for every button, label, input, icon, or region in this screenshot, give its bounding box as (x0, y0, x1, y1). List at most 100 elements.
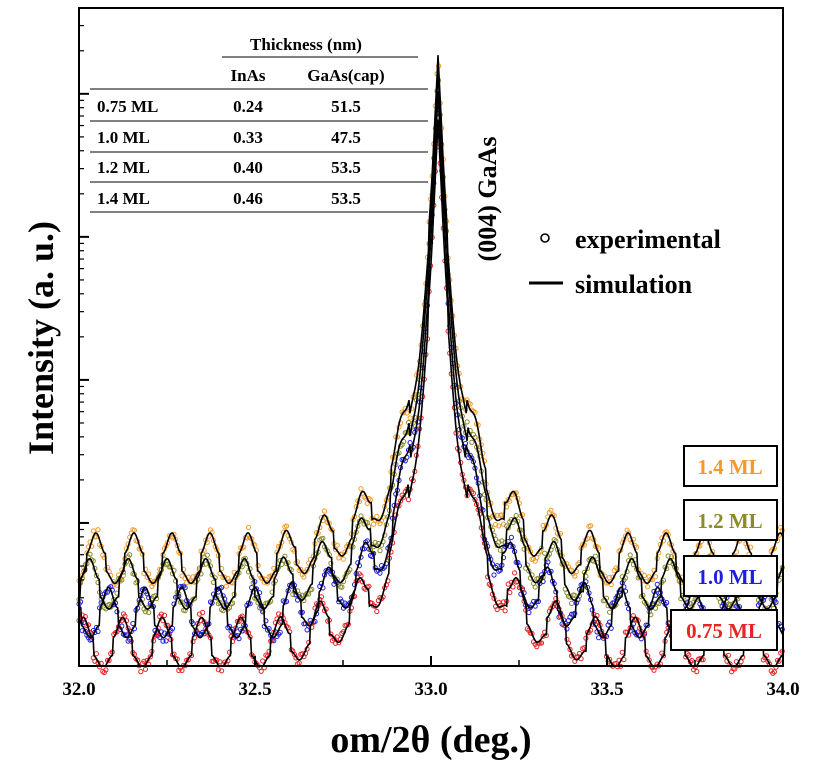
experimental-point (374, 513, 380, 520)
experimental-point (725, 652, 732, 658)
experimental-point (161, 612, 168, 619)
x-tick-label: 32.5 (238, 679, 271, 700)
experimental-point (217, 600, 223, 606)
experimental-point (147, 654, 153, 660)
table-row-label: 1.4 ML (97, 189, 150, 208)
experimental-point (497, 547, 503, 553)
series-label-boxes: 1.4 ML 1.2 ML 1.0 ML 0.75 ML (670, 445, 778, 651)
experimental-point (258, 668, 264, 674)
table-cell-inas: 0.24 (233, 97, 263, 116)
experimental-point (242, 555, 248, 562)
series-label-box (670, 609, 778, 651)
experimental-point (512, 570, 518, 576)
experimental-point (217, 659, 223, 665)
experimental-point (641, 572, 648, 579)
experimental-point (149, 583, 155, 590)
experimental-point (572, 592, 578, 599)
experimental-point (147, 577, 153, 584)
experimental-point (260, 658, 266, 664)
experimental-point (377, 548, 383, 554)
experimental-point (340, 556, 347, 562)
experimental-point (527, 549, 534, 555)
experimental-point (122, 613, 128, 619)
series-label-1-4: 1.4 ML (697, 455, 762, 479)
experimental-point (299, 609, 305, 615)
experimental-point (508, 534, 514, 541)
series-label-box (683, 499, 778, 541)
experimental-point (179, 573, 185, 579)
experimental-point (301, 574, 307, 580)
experimental-point (665, 553, 671, 559)
experimental-point (272, 578, 278, 584)
experimental-point (276, 611, 282, 617)
experimental-point (600, 598, 606, 604)
experimental-point (569, 600, 575, 607)
experimental-point (223, 583, 229, 589)
experimental-point (398, 498, 404, 504)
table-cell-gaas: 53.5 (331, 158, 361, 177)
experimental-point (334, 542, 340, 548)
experimental-point (548, 507, 554, 513)
inset-table: Thickness (nm) InAs GaAs(cap) 0.75 ML 0.… (90, 35, 428, 213)
simulation-curve (78, 69, 784, 610)
experimental-point (513, 513, 519, 519)
x-tick-label: 33.5 (590, 679, 623, 700)
experimental-point (405, 497, 412, 503)
x-tick-label: 34.0 (766, 679, 799, 700)
experimental-point (160, 638, 166, 644)
experimental-point (87, 551, 93, 557)
table-row-label: 1.0 ML (97, 128, 150, 147)
experimental-point (672, 554, 678, 560)
x-axis-ticks: 32.0 32.5 33.0 33.5 34.0 (62, 656, 800, 700)
experimental-point (626, 530, 632, 536)
experimental-point (532, 584, 538, 590)
legend-experimental-marker (540, 233, 550, 243)
experimental-point (572, 573, 578, 579)
series-label-box (683, 445, 778, 487)
experimental-point (505, 525, 511, 531)
experimental-point (464, 419, 470, 425)
experimental-point (494, 512, 500, 518)
series-label-1-2: 1.2 ML (697, 509, 762, 533)
experimental-point (627, 552, 633, 558)
simulation-curve (78, 55, 784, 585)
experimental-point (226, 623, 233, 630)
experimental-point (521, 546, 527, 552)
experimental-point (654, 581, 660, 587)
experimental-point (283, 523, 290, 529)
experimental-point (607, 575, 613, 581)
series-points (76, 63, 785, 590)
legend: experimental simulation (529, 225, 721, 299)
experimental-point (646, 657, 652, 663)
x-axis-label: om/2θ (deg.) (330, 719, 531, 761)
experimental-point (645, 584, 651, 590)
experimental-point (321, 508, 328, 514)
experimental-point (358, 486, 364, 492)
simulation-curve (78, 119, 784, 667)
simulation-curve (78, 90, 784, 639)
experimental-point (79, 628, 85, 634)
experimental-point (141, 658, 147, 664)
experimental-point (226, 649, 233, 655)
experimental-point (656, 601, 662, 607)
x-tick-label: 33.0 (414, 679, 447, 700)
series-label-1-0: 1.0 ML (697, 565, 762, 589)
experimental-point (538, 640, 545, 646)
experimental-point (163, 638, 169, 644)
experimental-point (90, 528, 96, 534)
experimental-point (95, 527, 101, 533)
table-cell-inas: 0.33 (233, 128, 263, 147)
table-cell-inas: 0.40 (233, 158, 263, 177)
experimental-point (500, 599, 507, 605)
experimental-point (142, 666, 149, 672)
experimental-point (266, 648, 272, 654)
experimental-point (333, 640, 339, 646)
experimental-point (689, 657, 695, 664)
experimental-point (653, 574, 659, 580)
experimental-point (219, 668, 225, 674)
experimental-point (771, 669, 778, 675)
experimental-point (333, 547, 339, 553)
experimental-point (204, 552, 210, 558)
table-col-inas: InAs (231, 66, 266, 85)
